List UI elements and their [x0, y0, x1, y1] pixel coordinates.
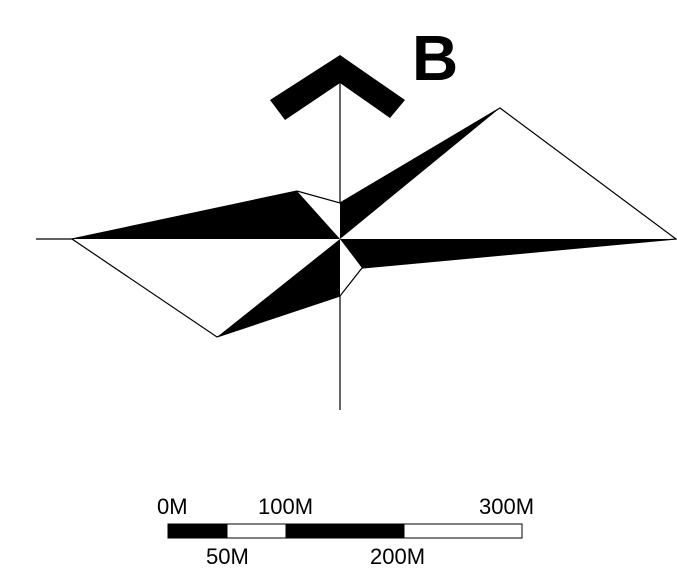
- scale-label-300m: 300M: [479, 494, 534, 519]
- petal-southwest: [217, 239, 340, 337]
- scale-segment-200-300: [403, 523, 523, 539]
- petal-east: [340, 239, 676, 268]
- scale-segment-50-100: [226, 523, 287, 539]
- north-arrow-icon: [270, 55, 405, 120]
- scale-segment-100-200: [285, 523, 405, 539]
- petal-northeast: [340, 108, 500, 239]
- panel-letter: B: [412, 22, 458, 94]
- scale-bar: 0M 100M 300M 50M 200M: [157, 494, 534, 569]
- scale-segment-0-50: [167, 523, 228, 539]
- scale-label-50m: 50M: [206, 544, 249, 569]
- petal-west: [72, 191, 340, 239]
- scale-label-100m: 100M: [258, 494, 313, 519]
- scale-label-0m: 0M: [157, 494, 188, 519]
- scale-label-200m: 200M: [370, 544, 425, 569]
